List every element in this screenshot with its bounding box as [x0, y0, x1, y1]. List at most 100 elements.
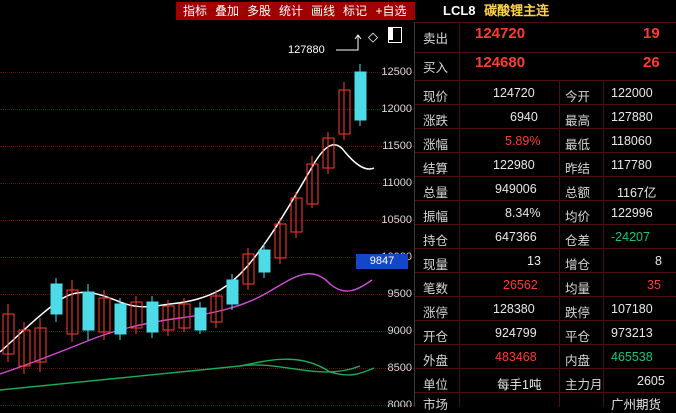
- gridline: [0, 146, 414, 147]
- panel-toggle-icon[interactable]: [388, 27, 402, 43]
- column-divider: [603, 80, 604, 407]
- quote-value-limit-up: 128380: [493, 302, 535, 316]
- quote-value-ask-price: 124720: [475, 25, 526, 42]
- quote-value-prev-settlement: 117780: [611, 158, 652, 172]
- quote-label-inner-volume: 内盘: [565, 354, 591, 368]
- row-divider: [415, 248, 676, 249]
- y-axis-label: 8500: [387, 362, 412, 374]
- y-axis-label: 11000: [382, 177, 412, 189]
- quote-value-ask-volume: 19: [643, 25, 660, 42]
- y-axis-label: 12000: [381, 103, 412, 115]
- quote-value-last: 124720: [493, 86, 535, 100]
- quote-value-tick-count: 26562: [503, 278, 538, 292]
- quote-value-settlement: 122980: [493, 158, 535, 172]
- instrument-code: LCL8: [443, 3, 476, 18]
- quote-label-turnover: 总额: [565, 186, 591, 200]
- quote-label-low: 最低: [565, 138, 591, 152]
- gridline: [0, 405, 414, 406]
- gridline: [0, 294, 414, 295]
- row-divider: [415, 368, 676, 369]
- y-axis-label: 8000: [387, 399, 412, 407]
- toolbar-button-multistock[interactable]: 多股: [240, 2, 278, 20]
- row-divider: [415, 320, 676, 321]
- quote-label-open-interest: 持仓: [423, 234, 449, 248]
- column-divider: [559, 80, 560, 407]
- quote-label-avg-price: 均价: [565, 210, 591, 224]
- quote-label-prev-settlement: 昨结: [565, 162, 591, 176]
- quote-value-change: 6940: [510, 110, 538, 124]
- quote-value-market: 广州期货: [611, 398, 662, 412]
- quote-value-amplitude: 8.34%: [505, 206, 541, 220]
- gridline: [0, 331, 414, 332]
- toolbar-button-drawline[interactable]: 画线: [304, 2, 342, 20]
- quote-label-market: 市场: [423, 398, 449, 412]
- quote-value-bid-price: 124680: [475, 54, 526, 71]
- toolbar-button-mark[interactable]: 标记: [336, 2, 374, 20]
- quote-value-oi-change: -24207: [611, 230, 650, 244]
- gridline: [0, 183, 414, 184]
- instrument-name: 碳酸锂主连: [484, 3, 550, 18]
- quote-label-change-pct: 涨幅: [423, 138, 449, 152]
- quote-label-volume: 总量: [423, 186, 449, 200]
- quote-label-outer-volume: 外盘: [423, 354, 449, 368]
- quote-value-avg-volume: 35: [647, 278, 661, 292]
- quote-value-open: 122000: [611, 86, 653, 100]
- row-divider: [415, 52, 676, 53]
- quote-value-change-pct: 5.89%: [505, 134, 541, 148]
- quote-label-ask: 卖出: [423, 32, 449, 46]
- toolbar-button-statistics[interactable]: 统计: [272, 2, 310, 20]
- quote-label-main-month: 主力月: [565, 378, 603, 392]
- row-divider: [415, 344, 676, 345]
- quote-label-open-position: 开仓: [423, 330, 449, 344]
- quote-value-low: 118060: [611, 134, 652, 148]
- row-divider: [415, 80, 676, 81]
- quote-value-open-interest: 647366: [495, 230, 537, 244]
- quote-label-settlement: 结算: [423, 162, 449, 176]
- high-annotation-label: 127880: [288, 44, 325, 56]
- candlestick-chart[interactable]: 12500 12000 11500 11000 10500 10000 9500…: [0, 22, 414, 407]
- diamond-icon[interactable]: ◇: [368, 29, 378, 44]
- row-divider: [415, 272, 676, 273]
- quote-value-close-position: 973213: [611, 326, 653, 340]
- quote-value-open-position: 924799: [495, 326, 537, 340]
- y-axis-label: 9500: [387, 288, 412, 300]
- quote-value-bid-volume: 26: [643, 54, 660, 71]
- quote-label-limit-down: 跌停: [565, 306, 591, 320]
- quote-label-close-position: 平仓: [565, 330, 591, 344]
- row-divider: [415, 224, 676, 225]
- quote-label-oi-increase: 增仓: [565, 258, 591, 272]
- y-axis-label: 10500: [381, 214, 412, 226]
- quote-value-oi-increase: 8: [655, 254, 662, 268]
- quote-value-turnover: 1167亿: [617, 186, 657, 200]
- quote-value-volume: 949006: [495, 182, 537, 196]
- y-axis-label: 12500: [381, 66, 412, 78]
- price-marker-tag: 9847: [356, 254, 408, 269]
- toolbar-button-overlay[interactable]: 叠加: [208, 2, 246, 20]
- instrument-title: LCL8 碳酸锂主连: [415, 0, 676, 22]
- quote-value-high: 127880: [611, 110, 653, 124]
- quote-value-main-month: 2605: [637, 374, 665, 388]
- quote-label-last: 现价: [423, 90, 449, 104]
- gridline: [0, 109, 414, 110]
- quote-value-inner-volume: 465538: [611, 350, 653, 364]
- quote-label-bid: 买入: [423, 61, 449, 75]
- quote-label-amplitude: 振幅: [423, 210, 449, 224]
- row-divider: [415, 200, 676, 201]
- gridline: [0, 72, 414, 73]
- row-divider: [415, 22, 676, 23]
- y-axis-label: 9000: [387, 325, 412, 337]
- y-axis-label: 11500: [382, 140, 412, 152]
- high-annotation-arrow: [336, 34, 362, 51]
- row-divider: [415, 392, 676, 393]
- quote-value-limit-down: 107180: [611, 302, 653, 316]
- quote-label-limit-up: 涨停: [423, 306, 449, 320]
- quote-label-open: 今开: [565, 90, 591, 104]
- quote-value-unit: 每手1吨: [497, 378, 542, 392]
- toolbar-button-indicator[interactable]: 指标: [176, 2, 214, 20]
- quote-label-high: 最高: [565, 114, 591, 128]
- quote-value-outer-volume: 483468: [495, 350, 537, 364]
- toolbar-button-add-favorite[interactable]: +自选: [368, 2, 414, 20]
- quote-label-unit: 单位: [423, 378, 449, 392]
- quote-label-oi-change: 仓差: [565, 234, 591, 248]
